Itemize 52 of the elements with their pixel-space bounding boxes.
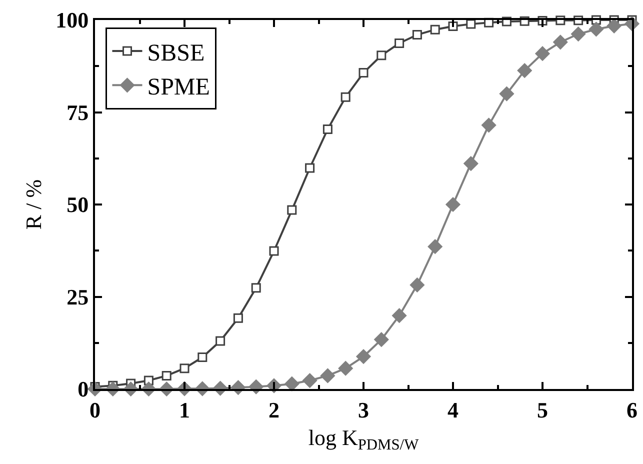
point (162, 370, 172, 380)
point (302, 373, 318, 388)
point (376, 50, 386, 60)
point (374, 332, 389, 347)
point (464, 156, 478, 171)
point (392, 308, 407, 323)
y-tick-label: 0 (78, 376, 89, 402)
point (553, 34, 568, 50)
point (180, 364, 190, 374)
x-tick-label: 1 (179, 397, 190, 422)
point (251, 283, 261, 293)
point (320, 368, 335, 383)
point (466, 19, 476, 29)
point (482, 118, 496, 132)
point (322, 124, 332, 134)
point (571, 26, 586, 42)
point (269, 246, 279, 256)
point (305, 163, 315, 173)
y-tick-label: 100 (56, 8, 89, 33)
point (410, 278, 424, 292)
x-axis-title: log K$_{PDMS/W}$ (308, 424, 420, 454)
point (358, 68, 368, 78)
x-tick-label: 6 (626, 397, 638, 422)
point (517, 63, 532, 78)
x-tick-label: 5 (537, 397, 548, 422)
point (428, 239, 442, 254)
point (198, 352, 208, 362)
legend-label: SBSE (147, 40, 205, 66)
x-tick-label: 4 (448, 397, 458, 422)
legend-label: SPME (147, 74, 210, 101)
point (448, 22, 458, 32)
y-axis-title: R / % (20, 179, 46, 230)
point (412, 30, 422, 40)
point (340, 92, 350, 102)
point (588, 22, 604, 36)
point (284, 376, 300, 392)
point (338, 361, 353, 376)
point (233, 313, 243, 323)
point (216, 336, 226, 346)
x-tick-label: 3 (358, 397, 369, 422)
point (446, 197, 460, 212)
point (394, 38, 404, 48)
point (606, 18, 622, 34)
y-tick-label: 50 (66, 192, 89, 218)
point (535, 46, 550, 61)
y-tick-label: 75 (66, 100, 89, 125)
point (499, 86, 514, 102)
x-tick-label: 2 (268, 397, 280, 422)
point (430, 24, 440, 34)
y-tick-label: 25 (66, 284, 89, 310)
point (287, 205, 297, 215)
point (356, 349, 371, 364)
